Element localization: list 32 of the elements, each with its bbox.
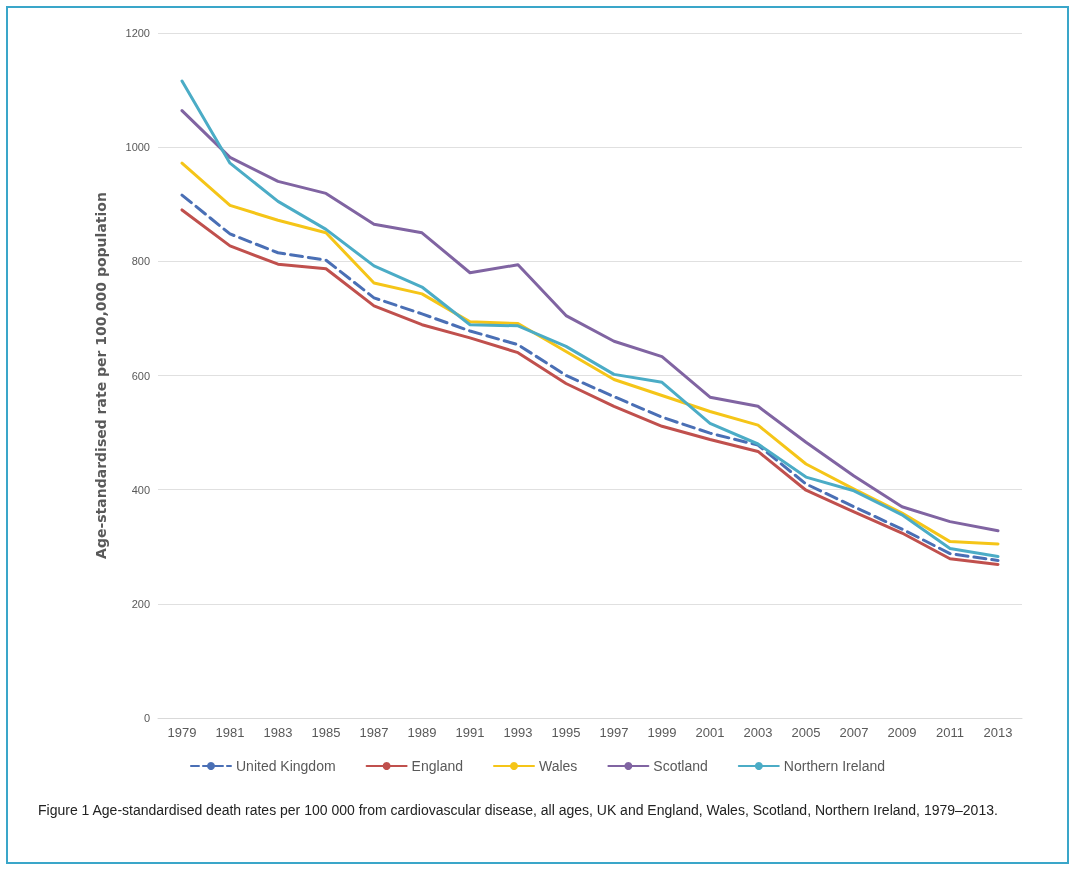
x-tick-label: 1981	[215, 725, 245, 740]
x-tick-label: 1979	[167, 725, 197, 740]
x-tick-label: 2007	[839, 725, 869, 740]
y-axis-title: Age-standardised rate per 100,000 population	[93, 192, 109, 559]
caption: Figure 1 Age-standardised death rates per 100 000 from cardiovascular disease, all ages, UK and England, Wales, Scotland, Northern Ireland, 1979–2013.	[38, 801, 999, 820]
y-tick-label: 1000	[125, 141, 150, 154]
x-tick-label: 1987	[359, 725, 389, 740]
x-tick-label: 1983	[263, 725, 293, 740]
legend-label: Scotland	[653, 758, 708, 774]
y-tick-label: 200	[131, 597, 150, 610]
x-tick-label: 2005	[791, 725, 821, 740]
x-tick-label: 1995	[551, 725, 581, 740]
x-tick-label: 1991	[455, 725, 485, 740]
legend-label: Wales	[538, 758, 578, 774]
x-tick-label: 2011	[936, 725, 964, 740]
x-tick-label: 1997	[599, 725, 629, 740]
x-tick-label: 1989	[407, 725, 437, 740]
x-tick-label: 1993	[503, 725, 533, 740]
y-tick-label: 400	[131, 483, 150, 496]
x-tick-label: 2009	[887, 725, 917, 740]
x-tick-label: 1985	[311, 725, 341, 740]
y-tick-label: 0	[143, 712, 150, 724]
legend-label: Northern Ireland	[783, 758, 886, 774]
legend-label: United Kingdom	[235, 758, 336, 774]
y-tick-label: 600	[131, 369, 150, 382]
x-tick-label: 2013	[983, 725, 1013, 740]
x-tick-label: 2001	[695, 725, 725, 740]
x-tick-label: 1999	[647, 725, 677, 740]
legend-label: England	[411, 758, 463, 774]
x-tick-label: 2003	[743, 725, 773, 740]
y-tick-label: 1200	[125, 27, 150, 39]
y-tick-label: 800	[131, 255, 150, 268]
